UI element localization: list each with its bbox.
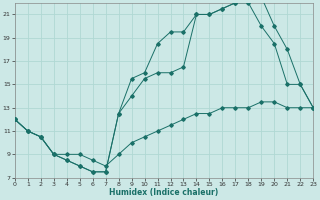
X-axis label: Humidex (Indice chaleur): Humidex (Indice chaleur) — [109, 188, 219, 197]
